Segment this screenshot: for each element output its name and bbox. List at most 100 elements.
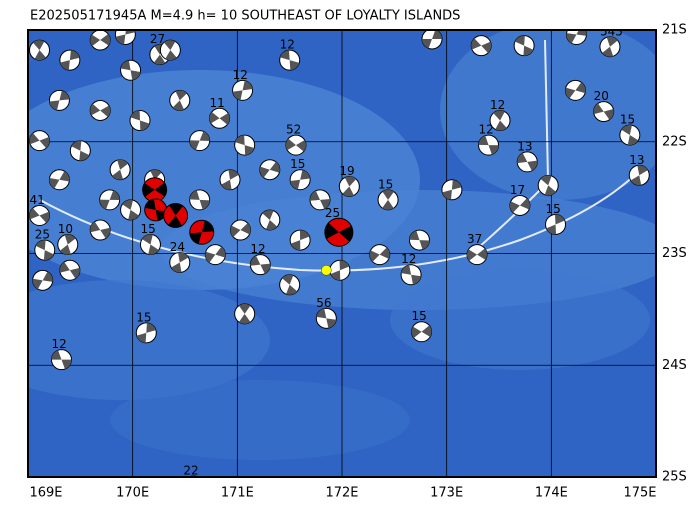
mechanism-quadrant — [517, 152, 528, 164]
beachball — [421, 30, 443, 50]
lat-label: 22S — [662, 134, 687, 149]
depth-label: 12 — [250, 242, 265, 256]
mechanism-quadrant — [637, 165, 648, 176]
beachball — [48, 169, 70, 191]
mechanism-quadrant — [342, 186, 354, 197]
mechanism-quadrant — [411, 326, 422, 339]
mechanism-quadrant — [29, 208, 40, 220]
mechanism-quadrant — [382, 199, 394, 210]
mechanism-quadrant — [90, 221, 101, 233]
lat-label: 23S — [662, 246, 687, 261]
mechanism-quadrant — [199, 131, 210, 141]
mechanism-quadrant — [99, 199, 110, 210]
mechanism-quadrant — [117, 159, 129, 170]
mechanism-quadrant — [330, 270, 341, 281]
mechanism-quadrant — [527, 160, 538, 171]
beachball — [219, 169, 241, 191]
event-marker — [187, 475, 199, 477]
mechanism-quadrant — [163, 40, 176, 51]
lon-label: 174E — [535, 486, 568, 501]
mechanism-quadrant — [266, 219, 278, 230]
mechanism-quadrant — [148, 244, 159, 255]
mechanism-quadrant — [262, 209, 274, 220]
lon-label: 170E — [116, 486, 149, 501]
depth-label: 12 — [479, 123, 494, 137]
mechanism-quadrant — [401, 264, 412, 275]
mechanism-quadrant — [130, 70, 141, 81]
mechanism-quadrant — [150, 169, 162, 180]
beachball — [338, 175, 360, 197]
mechanism-quadrant — [139, 120, 150, 131]
mechanism-quadrant — [481, 41, 492, 53]
mechanism-quadrant — [59, 171, 70, 182]
mechanism-quadrant — [71, 140, 82, 151]
mechanism-quadrant — [221, 179, 232, 190]
mechanism-quadrant — [49, 100, 60, 111]
mechanism-quadrant — [477, 248, 488, 260]
mechanism-quadrant — [339, 260, 350, 271]
mechanism-quadrant — [59, 244, 71, 255]
mechanism-quadrant — [175, 90, 187, 101]
beachball — [599, 36, 621, 58]
mechanism-quadrant — [125, 30, 136, 35]
beachball — [489, 110, 511, 132]
mechanism-quadrant — [230, 225, 241, 237]
mechanism-quadrant — [240, 223, 251, 235]
mechanism-quadrant — [338, 225, 353, 242]
depth-label: 13 — [629, 153, 644, 167]
depth-label: 15 — [378, 177, 393, 191]
beachball — [29, 39, 51, 61]
mechanism-quadrant — [100, 227, 111, 239]
mechanism-quadrant — [39, 137, 50, 149]
epicenter — [321, 265, 332, 276]
mechanism-quadrant — [250, 255, 261, 266]
beachball — [204, 244, 226, 266]
beachball — [120, 199, 142, 221]
mechanism-quadrant — [442, 189, 452, 200]
mechanism-quadrant — [136, 332, 147, 343]
beachball — [69, 140, 91, 162]
mechanism-quadrant — [168, 215, 182, 228]
beachball — [285, 134, 307, 156]
mechanism-quadrant — [290, 179, 301, 190]
beachball — [324, 217, 354, 247]
beachball — [29, 130, 51, 152]
beachball — [232, 79, 254, 101]
mechanism-quadrant — [29, 133, 40, 145]
beachball — [89, 30, 111, 51]
beachball — [163, 203, 189, 229]
mechanism-quadrant — [79, 150, 90, 161]
mechanism-quadrant — [146, 322, 156, 333]
depth-label: 15 — [136, 310, 151, 324]
beachball — [135, 322, 157, 344]
map-frame — [27, 29, 657, 478]
mechanism-quadrant — [382, 189, 394, 200]
beachball — [441, 179, 463, 201]
mechanism-quadrant — [69, 267, 80, 279]
mechanism-quadrant — [478, 135, 489, 146]
depth-label: 10 — [58, 222, 73, 236]
mechanism-quadrant — [69, 50, 80, 61]
mechanism-quadrant — [316, 308, 327, 319]
mechanism-quadrant — [514, 35, 525, 46]
beachball — [400, 264, 422, 286]
mechanism-quadrant — [90, 34, 101, 47]
mechanism-quadrant — [566, 33, 577, 44]
mechanism-quadrant — [419, 240, 430, 250]
mechanism-quadrant — [232, 90, 243, 101]
beachball — [259, 209, 281, 231]
mechanism-quadrant — [154, 182, 167, 197]
depth-label: 19 — [339, 164, 354, 178]
depth-label: 12 — [490, 98, 505, 112]
lat-label: 24S — [662, 358, 687, 373]
mechanism-quadrant — [100, 105, 111, 118]
beachball — [142, 177, 168, 203]
beachball — [619, 124, 641, 146]
depth-label: 17 — [510, 183, 525, 197]
beachball — [139, 234, 161, 256]
mechanism-quadrant — [546, 224, 557, 235]
mechanism-quadrant — [554, 214, 565, 225]
mechanism-quadrant — [451, 179, 462, 190]
mechanism-quadrant — [630, 175, 642, 186]
mechanism-quadrant — [269, 161, 280, 173]
